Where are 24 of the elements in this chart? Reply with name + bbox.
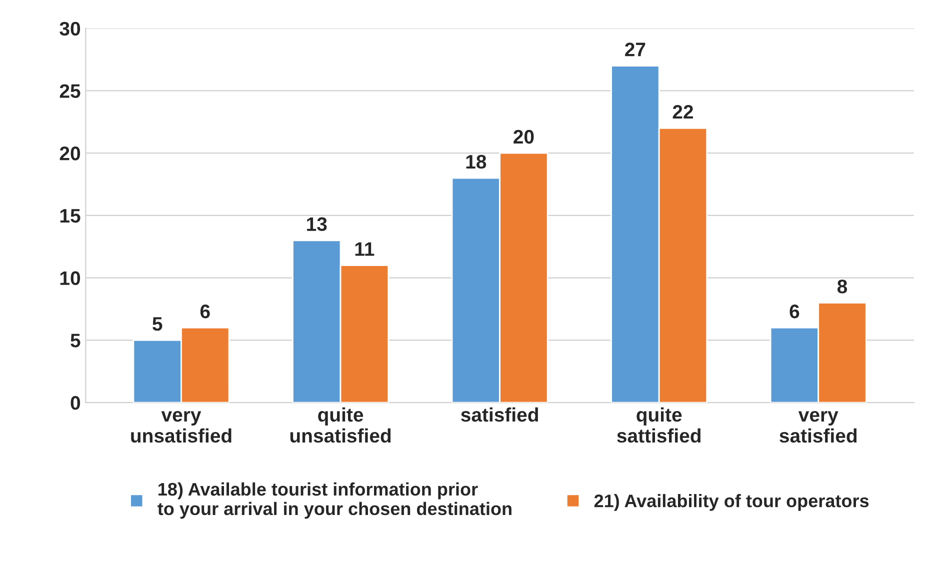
data-label: 18 [466, 154, 486, 169]
y-tick-label: 10 [60, 271, 80, 286]
y-tick-label: 0 [70, 396, 80, 410]
data-label: 6 [200, 304, 210, 318]
data-label: 8 [837, 280, 848, 294]
y-tick-label: 20 [60, 146, 80, 160]
y-tick-label: 5 [70, 334, 80, 348]
x-tick-label: very unsatisfied [131, 411, 232, 443]
data-label: 20 [514, 130, 534, 144]
data-label: 11 [355, 242, 374, 256]
data-label: 5 [152, 317, 162, 331]
x-tick-label: quite unsatisfied [290, 407, 391, 443]
x-tick-label: satisfied [461, 407, 538, 422]
legend-label: 21) Availability of tour operators [594, 494, 869, 511]
data-label: 27 [625, 42, 646, 56]
x-tick-label: very satisfied [780, 411, 857, 443]
data-label: 22 [672, 104, 694, 119]
data-label: 6 [790, 304, 800, 318]
x-tick-label: quite sattisfied [617, 407, 700, 443]
legend-label: 18) Available tourist information prior to your arrival in your chosen destination [158, 482, 512, 519]
y-tick-label: 25 [60, 84, 80, 98]
data-label: 13 [307, 217, 327, 232]
y-tick-label: 30 [60, 22, 80, 36]
y-tick-label: 15 [60, 209, 80, 223]
